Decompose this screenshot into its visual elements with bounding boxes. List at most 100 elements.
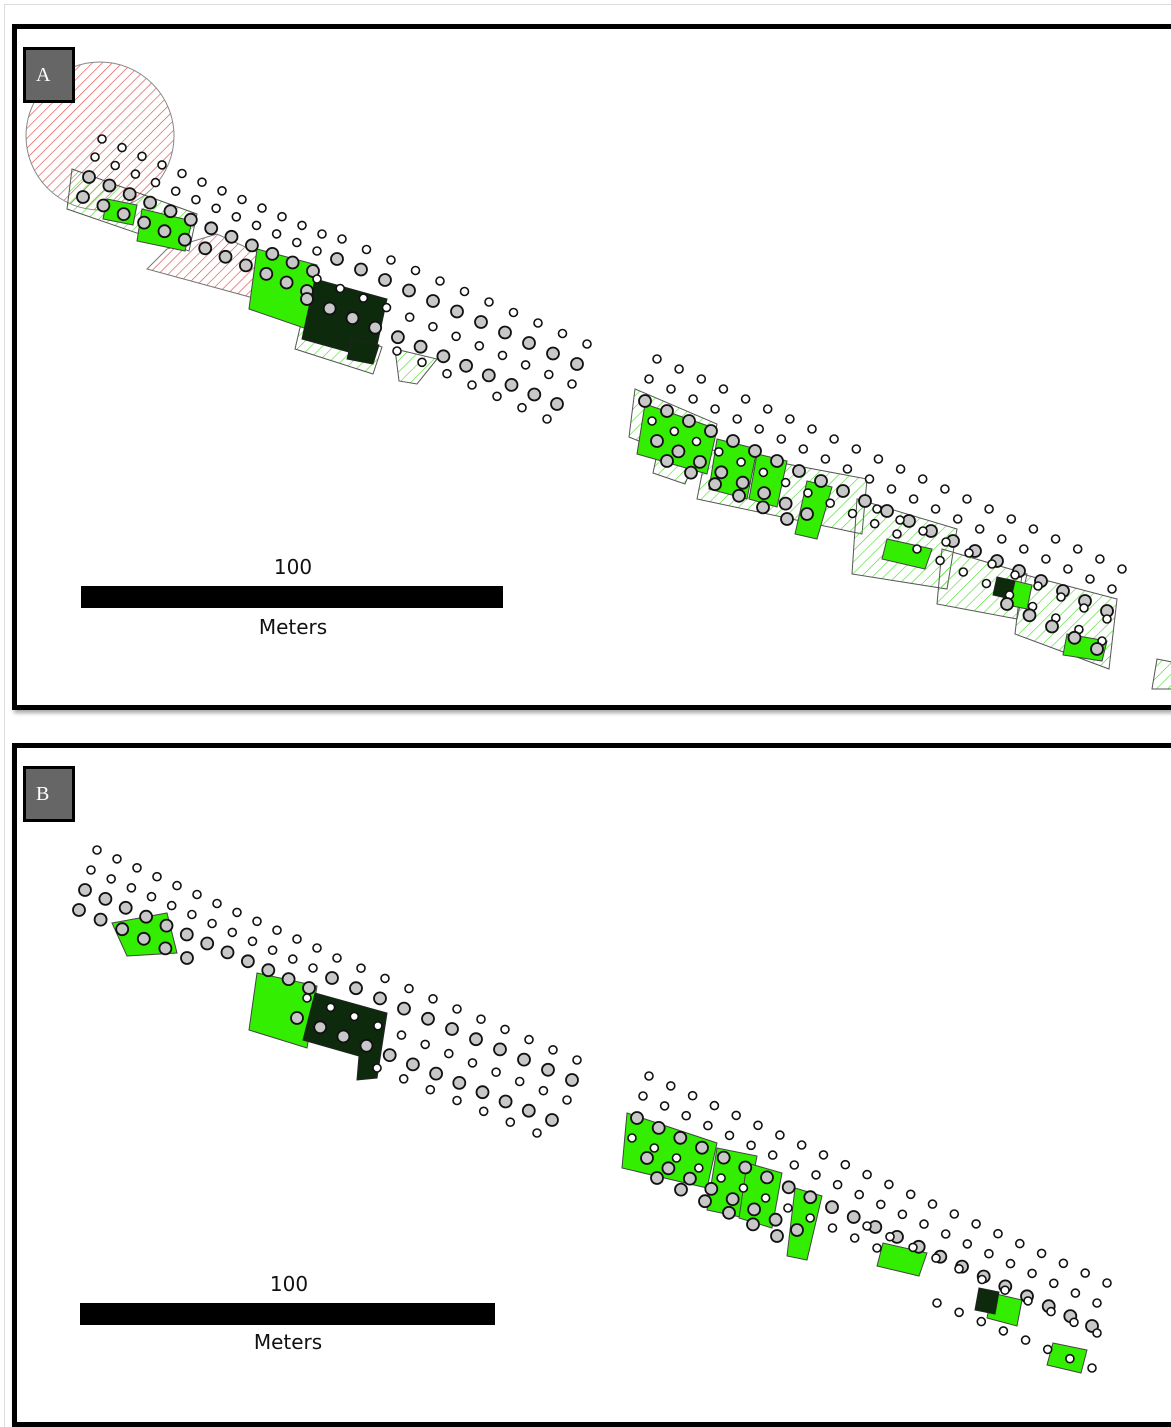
sample-point [380, 973, 390, 984]
sample-point [836, 484, 850, 498]
sample-point [818, 1150, 829, 1160]
sample-point [880, 504, 894, 518]
sample-point [886, 484, 897, 494]
sample-point [390, 330, 405, 345]
sample-point [691, 436, 702, 447]
figure-frame [4, 4, 1171, 1427]
sample-point [650, 1171, 664, 1185]
sample-point [204, 221, 219, 236]
sample-point [726, 434, 740, 448]
sample-point [238, 258, 253, 273]
sample-point [405, 1057, 420, 1072]
sample-point [110, 160, 120, 171]
sample-point [451, 331, 461, 342]
sample-point [716, 1150, 731, 1165]
sample-point [846, 1210, 861, 1224]
sample-point [832, 1179, 843, 1190]
sample-point [137, 215, 151, 230]
sample-point [500, 1024, 510, 1035]
sample-point [671, 1153, 682, 1163]
sample-point [252, 916, 262, 927]
sample-point [918, 526, 928, 536]
sample-point [958, 567, 969, 577]
sample-point [661, 1161, 676, 1176]
scale-unit: Meters [253, 1330, 323, 1354]
sample-point [546, 346, 560, 361]
sample-point [977, 1274, 987, 1285]
sample-point [212, 898, 222, 909]
sample-point [767, 1150, 778, 1160]
sample-point [688, 394, 698, 404]
sample-point [993, 1228, 1003, 1239]
sample-point [693, 1163, 704, 1173]
sample-point [527, 387, 542, 402]
sample-point [1092, 1328, 1102, 1338]
sample-point [708, 477, 722, 492]
sample-point [917, 474, 928, 484]
sample-point [1092, 1298, 1102, 1308]
sample-point [984, 504, 994, 514]
sample-point [382, 1048, 397, 1063]
sample-point [522, 336, 536, 350]
sample-point [803, 1190, 818, 1205]
sample-point [1090, 642, 1104, 656]
sample-point [696, 374, 707, 384]
map-panel-a: A 100 Meters [12, 24, 1171, 710]
sample-point [1042, 1344, 1053, 1355]
sample-point [240, 954, 255, 969]
sample-point [693, 454, 707, 469]
sample-point [1056, 592, 1066, 602]
sample-point [130, 169, 141, 179]
sample-point [912, 544, 922, 554]
sample-point [428, 994, 438, 1004]
sample-point [1005, 1258, 1016, 1269]
scale-bar-line [80, 1303, 495, 1325]
scale-distance: 100 [269, 1272, 309, 1296]
sample-point [259, 266, 274, 281]
sample-point [964, 548, 974, 558]
sample-point [954, 1263, 964, 1274]
sample-point [872, 1243, 882, 1253]
sample-point [312, 943, 322, 953]
sample-point [981, 578, 992, 589]
sample-point [840, 1159, 851, 1170]
sample-points [72, 845, 1112, 1373]
sample-point [1063, 564, 1073, 574]
sample-point [358, 293, 369, 303]
sample-point [90, 152, 100, 162]
sample-point [827, 1223, 838, 1233]
sample-point [1041, 554, 1051, 564]
sample-point [122, 187, 137, 202]
sample-point [683, 1171, 697, 1186]
sample-point [545, 1113, 559, 1127]
sample-point [132, 863, 142, 873]
sample-point [498, 1094, 513, 1109]
sample-point [481, 368, 496, 383]
sample-point [76, 190, 90, 204]
sample-point [869, 518, 880, 529]
sample-point [567, 379, 577, 389]
sample-point [695, 1140, 709, 1155]
sample-point [746, 1217, 760, 1232]
sample-point [459, 286, 470, 297]
sample-point [570, 357, 584, 371]
sample-point [136, 931, 151, 946]
sample-point [738, 1160, 753, 1175]
sample-point [404, 983, 414, 994]
sample-point [247, 936, 258, 947]
sample-point [467, 380, 477, 390]
sample-point [498, 325, 512, 340]
sample-point [825, 498, 836, 509]
sample-point [459, 358, 474, 373]
sample-point [800, 507, 814, 521]
sample-point [361, 244, 372, 255]
sample-point [1087, 1363, 1097, 1373]
sample-point [435, 276, 445, 286]
sample-point [157, 160, 167, 170]
sample-point [748, 444, 762, 458]
sample-point [1000, 1285, 1010, 1296]
sample-point [803, 488, 813, 498]
sample-point [1065, 1353, 1075, 1364]
sample-point [179, 927, 194, 942]
sample-point [177, 232, 192, 247]
